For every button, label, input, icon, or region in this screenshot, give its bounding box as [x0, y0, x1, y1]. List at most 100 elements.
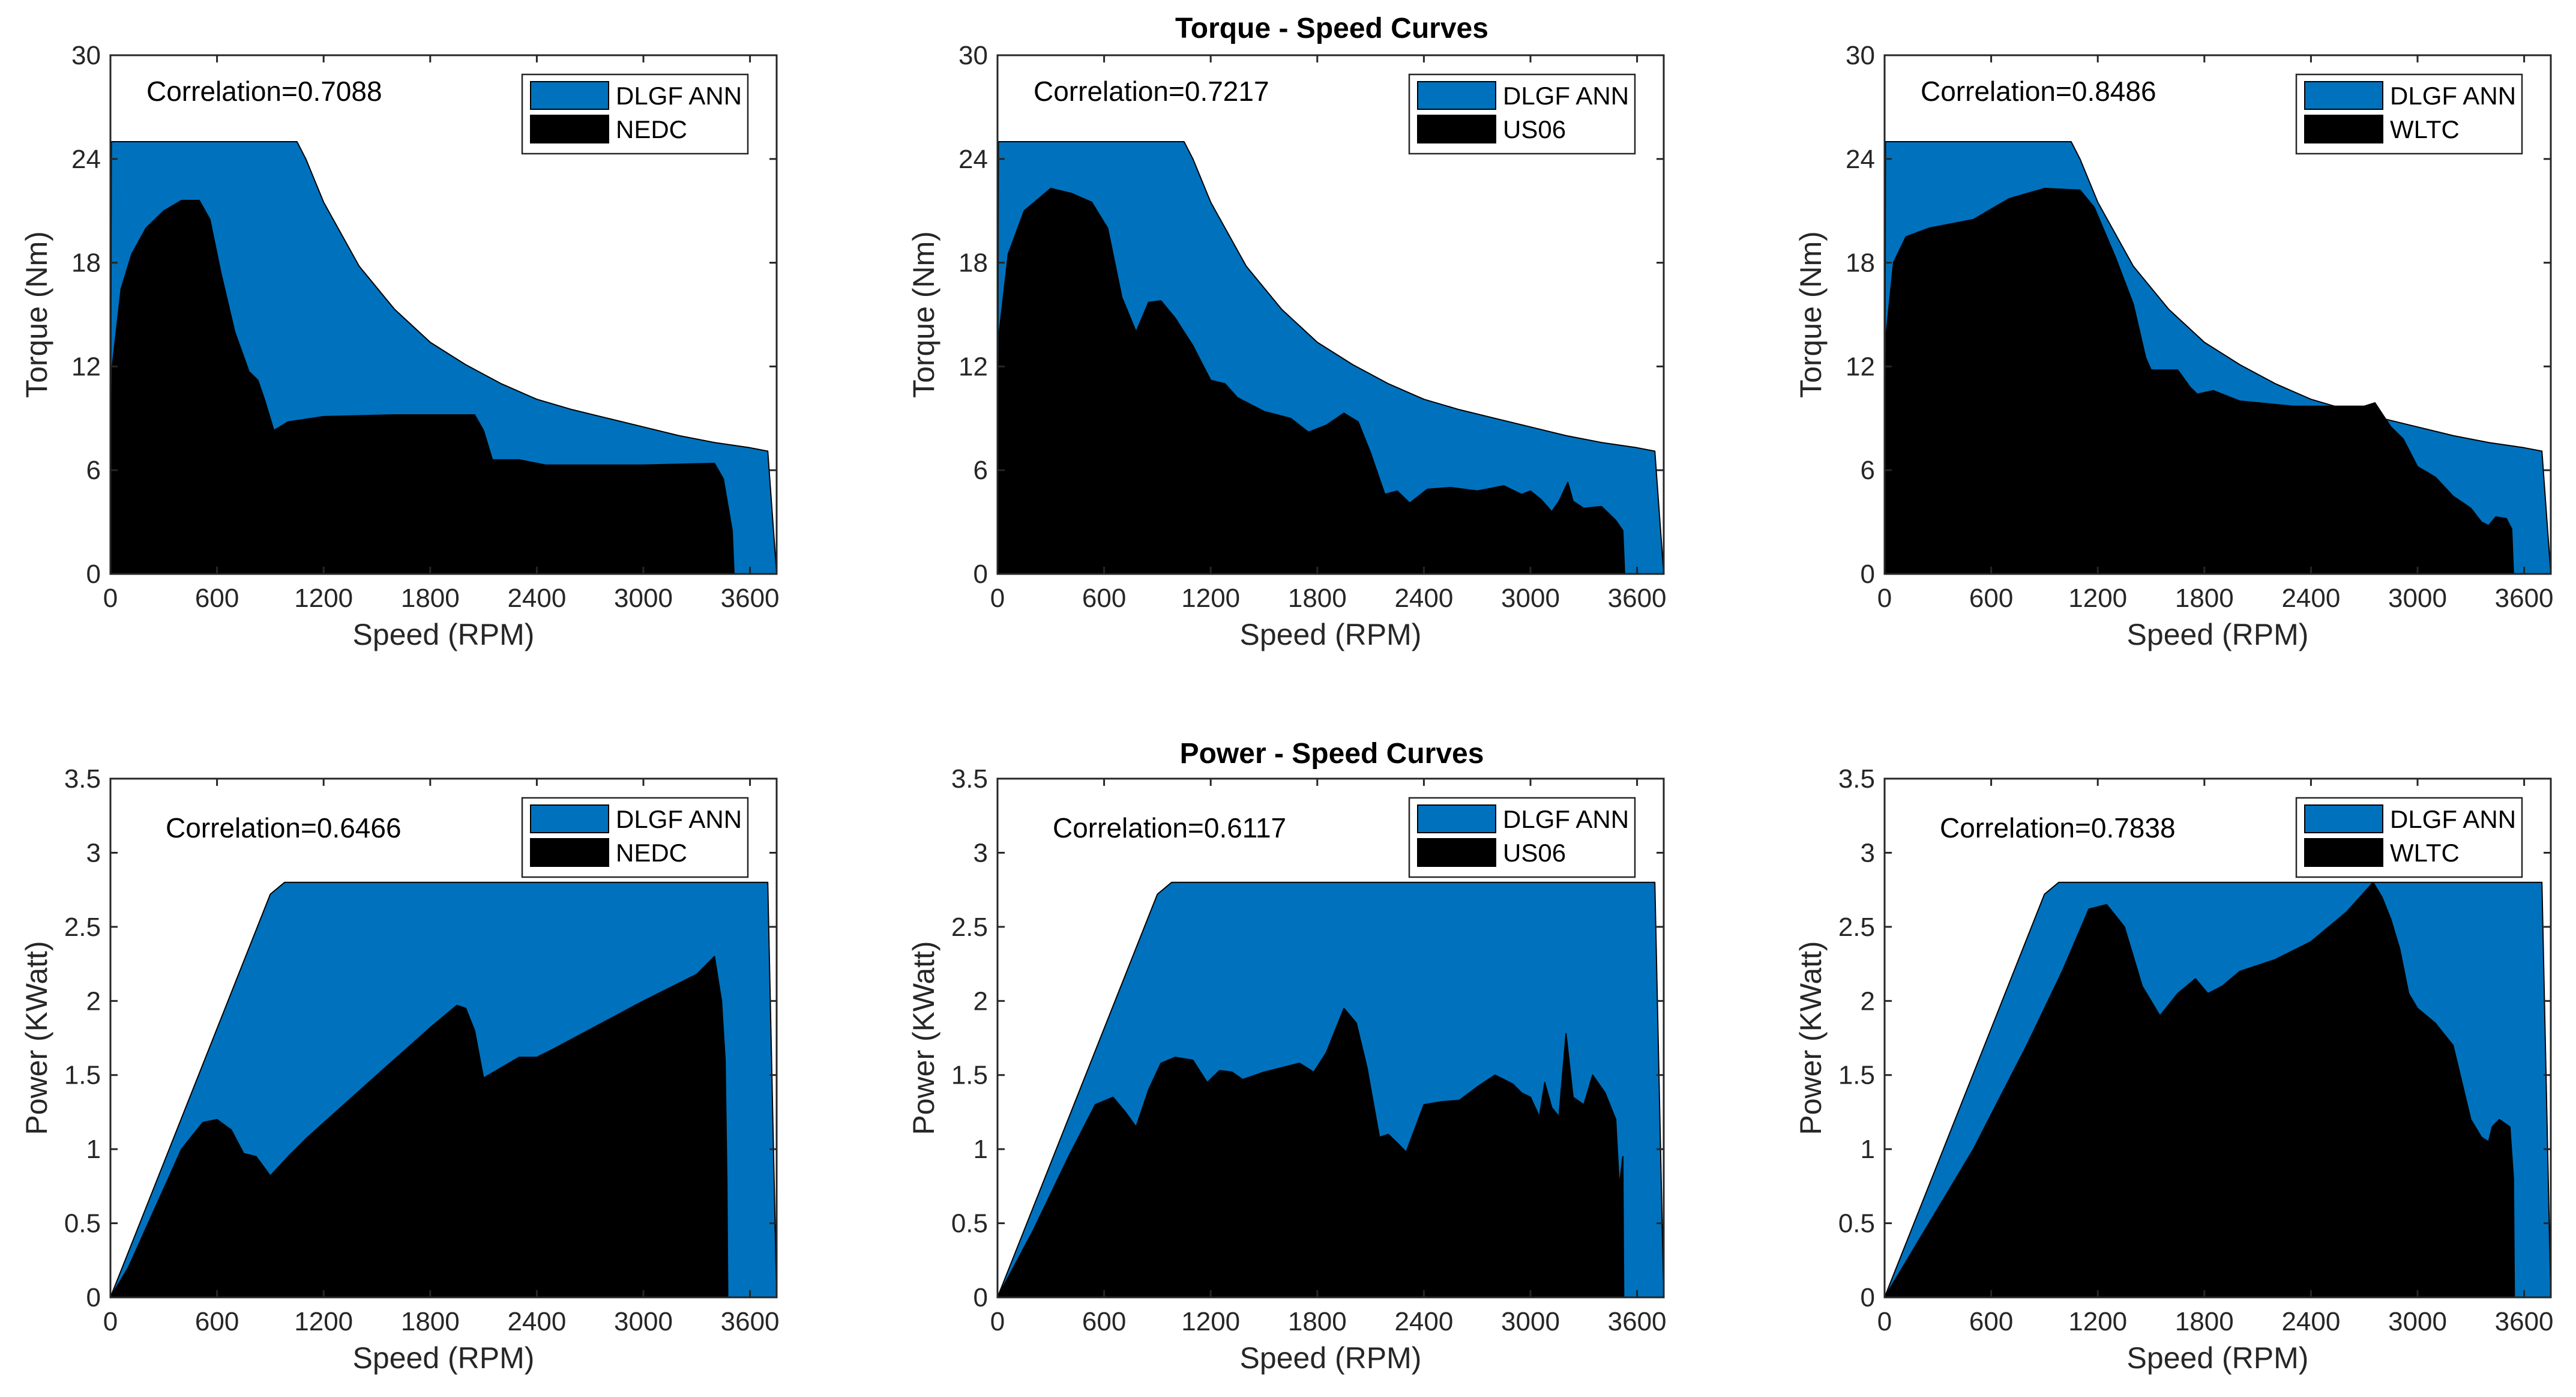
chart-6-xtick-label: 1800 [2175, 1307, 2234, 1336]
chart-3-xtick-label: 1800 [2175, 584, 2234, 613]
chart-3-ylabel: Torque (Nm) [1794, 231, 1828, 398]
chart-1-xtick-label: 3000 [614, 584, 673, 613]
chart-5-ylabel: Power (KWatt) [907, 941, 940, 1135]
chart-3-legend-swatch [2304, 115, 2383, 143]
chart-2-xlabel: Speed (RPM) [1240, 618, 1422, 651]
chart-1-ylabel: Torque (Nm) [20, 231, 53, 398]
chart-5-xtick-label: 600 [1082, 1307, 1126, 1336]
chart-3-legend-label: DLGF ANN [2390, 82, 2516, 110]
chart-5-ytick-label: 3.5 [951, 764, 988, 794]
chart-6-ytick-label: 3 [1861, 838, 1875, 867]
chart-6-xtick-label: 3600 [2495, 1307, 2554, 1336]
chart-3-xtick-label: 3600 [2495, 584, 2554, 613]
chart-4-ytick-label: 3.5 [64, 764, 101, 794]
chart-3-ytick-label: 6 [1861, 456, 1875, 485]
chart-4-legend-label: DLGF ANN [616, 805, 742, 833]
chart-5-ytick-label: 3 [974, 838, 988, 867]
chart-3-ytick-label: 18 [1846, 249, 1875, 278]
chart-1-xtick-label: 2400 [507, 584, 566, 613]
chart-1-legend-label: NEDC [616, 115, 687, 143]
chart-6-xtick-label: 3000 [2388, 1307, 2447, 1336]
chart-1-axes-frame [109, 54, 778, 575]
chart-2-ytick-label: 0 [974, 560, 988, 589]
chart-6-ylabel: Power (KWatt) [1794, 941, 1828, 1135]
chart-5-legend-swatch [1417, 804, 1496, 833]
chart-3-legend-label: WLTC [2390, 115, 2460, 143]
chart-5-ytick-label: 0.5 [951, 1209, 988, 1239]
chart-4-legend-swatch [530, 804, 609, 833]
chart-4-legend: DLGF ANN NEDC [521, 797, 749, 878]
chart-6-ytick-label: 1.5 [1838, 1061, 1875, 1090]
chart-1-ytick-label: 24 [71, 145, 101, 174]
chart-5-xtick-label: 3000 [1501, 1307, 1560, 1336]
chart-6-legend-swatch [2304, 838, 2383, 867]
chart-1-xtick-label: 0 [103, 584, 118, 613]
chart-3-ytick-label: 24 [1846, 145, 1875, 174]
chart-4-xtick-label: 1800 [401, 1307, 460, 1336]
chart-2-legend-swatch [1417, 115, 1496, 143]
chart-2-axes-frame [996, 54, 1665, 575]
chart-4-ytick-label: 1 [86, 1135, 101, 1164]
chart-2-legend: DLGF ANN US06 [1408, 73, 1636, 155]
chart-6-ytick-label: 0.5 [1838, 1209, 1875, 1239]
chart-4-legend-label: NEDC [616, 839, 687, 867]
chart-5-xtick-label: 0 [990, 1307, 1005, 1336]
chart-5-legend-label: US06 [1503, 839, 1566, 867]
chart-5-ytick-label: 0 [974, 1283, 988, 1312]
chart-2-xtick-label: 2400 [1394, 584, 1453, 613]
chart-1-xlabel: Speed (RPM) [353, 618, 535, 651]
chart-6-area-wltc [1884, 881, 2515, 1298]
chart-4-area-nedc [110, 956, 729, 1298]
chart-2-ytick-label: 18 [958, 249, 988, 278]
chart-5-area-us06 [997, 1007, 1625, 1298]
chart-1-correlation-annotation: Correlation=0.7088 [146, 76, 382, 107]
chart-6-ytick-label: 2.5 [1838, 913, 1875, 942]
chart-6-xtick-label: 2400 [2281, 1307, 2340, 1336]
chart-5-ytick-label: 1 [974, 1135, 988, 1164]
chart-3-correlation-annotation: Correlation=0.8486 [1921, 76, 2156, 107]
chart-4-ytick-label: 0.5 [64, 1209, 101, 1239]
chart-4-xtick-label: 2400 [507, 1307, 566, 1336]
chart-4-xtick-label: 0 [103, 1307, 118, 1336]
chart-6-ytick-label: 1 [1861, 1135, 1875, 1164]
chart-5: 0 600 1200 1800 2400 3000 3600 0 0.5 1 1.5 2 2.5 3 3.5… [907, 764, 1667, 1375]
chart-4-xtick-label: 3600 [721, 1307, 780, 1336]
chart-3-ytick-label: 0 [1861, 560, 1875, 589]
chart-6-ytick-label: 3.5 [1838, 764, 1875, 794]
chart-6-xtick-label: 600 [1969, 1307, 2013, 1336]
chart-5-ytick-label: 2.5 [951, 913, 988, 942]
chart-3-xtick-label: 3000 [2388, 584, 2447, 613]
chart-6-ytick-label: 0 [1861, 1283, 1875, 1312]
chart-5-correlation-annotation: Correlation=0.6117 [1053, 812, 1286, 843]
chart-6-xtick-label: 0 [1877, 1307, 1892, 1336]
chart-4: 0 600 1200 1800 2400 3000 3600 0 0.5 1 1.5 2 2.5 3 3.5… [20, 764, 780, 1375]
chart-5-xlabel: Speed (RPM) [1240, 1341, 1422, 1375]
chart-5-ytick-label: 2 [974, 986, 988, 1016]
chart-1-ytick-label: 18 [71, 249, 101, 278]
chart-2-legend-label: DLGF ANN [1503, 82, 1629, 110]
chart-1-legend: DLGF ANN NEDC [521, 73, 749, 155]
chart-3-legend-swatch [2304, 81, 2383, 110]
chart-2: 0 600 1200 1800 2400 3000 3600 0 6 12 18 24 30 Speed … [907, 41, 1667, 651]
chart-1-legend-swatch [530, 115, 609, 143]
chart-3-ytick-label: 12 [1846, 352, 1875, 381]
chart-3-xlabel: Speed (RPM) [2127, 618, 2309, 651]
chart-4-legend-swatch [530, 838, 609, 867]
chart-3-area-wltc [1884, 187, 2514, 575]
chart-3-xtick-label: 2400 [2281, 584, 2340, 613]
chart-4-xtick-label: 1200 [294, 1307, 353, 1336]
chart-6-legend-label: WLTC [2390, 839, 2460, 867]
chart-5-legend-label: DLGF ANN [1503, 805, 1629, 833]
chart-4-xtick-label: 600 [195, 1307, 239, 1336]
chart-2-xtick-label: 1800 [1288, 584, 1347, 613]
chart-1-area-nedc [110, 199, 735, 575]
chart-2-ytick-label: 30 [958, 41, 988, 70]
chart-2-legend-label: US06 [1503, 115, 1566, 143]
chart-5-axes-frame [996, 777, 1665, 1299]
chart-1-legend-label: DLGF ANN [616, 82, 742, 110]
chart-2-xtick-label: 3600 [1608, 584, 1667, 613]
chart-5-xtick-label: 2400 [1394, 1307, 1453, 1336]
chart-4-ytick-label: 2 [86, 986, 101, 1016]
chart-1-legend-swatch [530, 81, 609, 110]
